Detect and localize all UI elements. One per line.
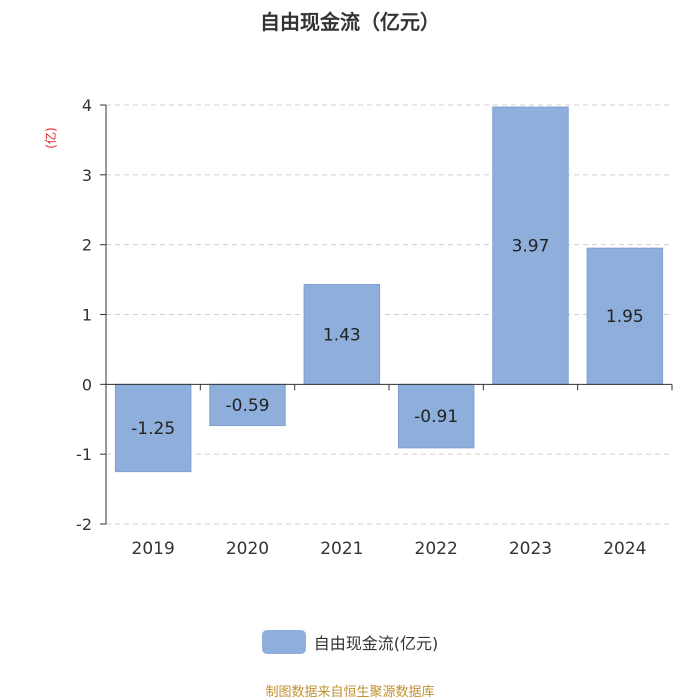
data-label: 1.43 — [323, 325, 361, 345]
bar-2022[interactable] — [397, 383, 475, 449]
data-label: -1.25 — [131, 419, 175, 439]
chart-title: 自由现金流（亿元） — [260, 10, 440, 34]
data-label: -0.91 — [414, 407, 458, 427]
bar-series — [114, 106, 664, 473]
data-label: 1.95 — [606, 307, 644, 327]
y-tick-label: 0 — [82, 375, 92, 394]
bar-2020[interactable] — [209, 383, 286, 427]
source-note: 制图数据来自恒生聚源数据库 — [265, 685, 435, 700]
y-axis-label: (亿) — [43, 127, 58, 148]
legend[interactable]: 自由现金流(亿元) — [0, 630, 700, 654]
x-tick-label: 2019 — [132, 539, 175, 559]
y-tick-label: -2 — [76, 515, 92, 534]
x-tick-label: 2021 — [320, 539, 363, 559]
legend-swatch — [261, 630, 306, 654]
data-labels: -1.25 -0.59 1.43 -0.91 3.97 1.95 — [131, 237, 644, 439]
data-label: 3.97 — [512, 237, 550, 257]
legend-label: 自由现金流(亿元) — [313, 634, 439, 653]
x-tick-label: 2023 — [509, 539, 552, 559]
x-tick-label: 2024 — [603, 539, 646, 559]
y-tick-label: 4 — [82, 96, 92, 115]
y-tick-label: 3 — [82, 166, 92, 185]
data-label: -0.59 — [226, 396, 270, 416]
axes: -2 -1 0 1 2 3 4 2019 2020 2021 2022 2023 2024 — [76, 96, 673, 559]
bar-2019[interactable] — [114, 383, 192, 473]
grid-lines — [106, 104, 672, 525]
x-tick-label: 2020 — [226, 539, 269, 559]
bar-2024[interactable] — [586, 247, 664, 385]
x-tick-label: 2022 — [415, 539, 458, 559]
y-tick-label: 2 — [82, 236, 92, 255]
y-tick-label: -1 — [76, 445, 92, 464]
y-tick-label: 1 — [82, 306, 92, 325]
